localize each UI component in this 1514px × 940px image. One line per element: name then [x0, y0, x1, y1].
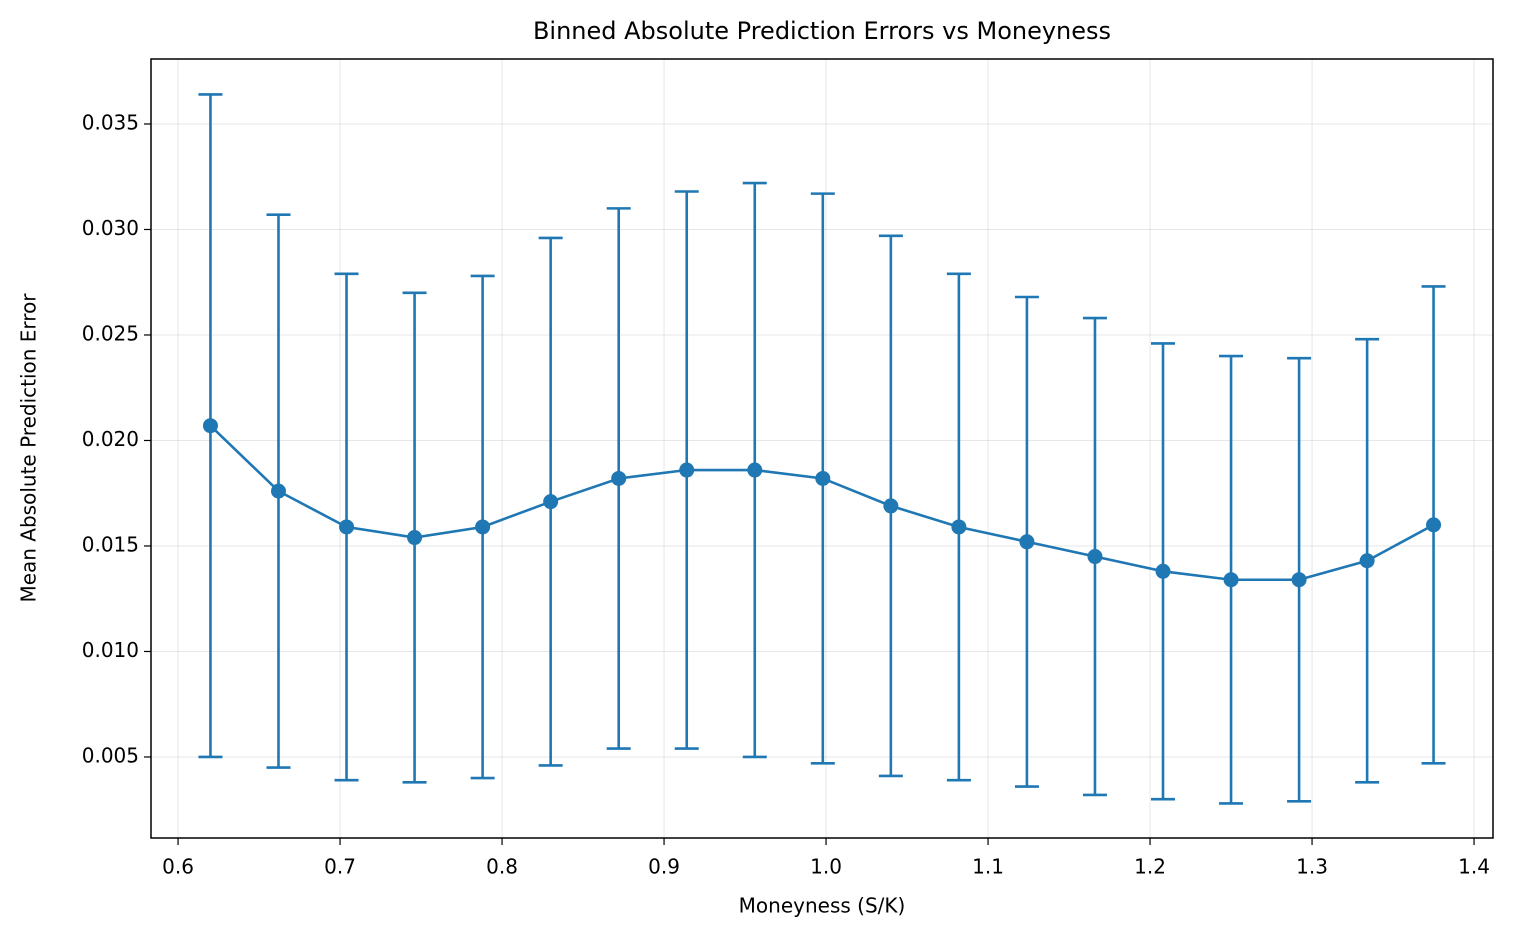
x-tick-label: 0.9 [648, 855, 680, 879]
x-tick-label: 1.0 [810, 855, 842, 879]
plot-frame [150, 58, 1494, 839]
point [202, 418, 218, 434]
chart-title: Binned Absolute Prediction Errors vs Mon… [533, 17, 1111, 45]
y-tick-label: 0.020 [82, 427, 139, 451]
point [611, 470, 627, 486]
point [1087, 549, 1103, 565]
point [815, 470, 831, 486]
x-tick-label: 0.6 [162, 855, 194, 879]
point [679, 462, 695, 478]
y-tick-label: 0.035 [82, 110, 139, 134]
point [339, 519, 355, 535]
point [1291, 572, 1307, 588]
point [1359, 553, 1375, 569]
y-tick-label: 0.005 [82, 743, 139, 767]
point [1426, 517, 1442, 533]
point [1155, 563, 1171, 579]
point [475, 519, 491, 535]
x-tick-label: 1.2 [1134, 855, 1166, 879]
x-tick-label: 0.8 [486, 855, 518, 879]
y-tick-label: 0.010 [82, 638, 139, 662]
y-axis-label: Mean Absolute Prediction Error [17, 293, 41, 603]
y-tick-label: 0.030 [82, 216, 139, 240]
x-tick-label: 0.7 [324, 855, 356, 879]
point [951, 519, 967, 535]
x-tick-label: 1.4 [1458, 855, 1490, 879]
point [1223, 572, 1239, 588]
point [1019, 534, 1035, 550]
point [747, 462, 763, 478]
y-tick-label: 0.025 [82, 321, 139, 345]
x-tick-label: 1.3 [1296, 855, 1328, 879]
point [543, 494, 559, 510]
point [270, 483, 286, 499]
y-tick-label: 0.015 [82, 532, 139, 556]
point [407, 530, 423, 546]
x-tick-label: 1.1 [972, 855, 1004, 879]
point [883, 498, 899, 514]
x-axis-label: Moneyness (S/K) [739, 894, 906, 918]
